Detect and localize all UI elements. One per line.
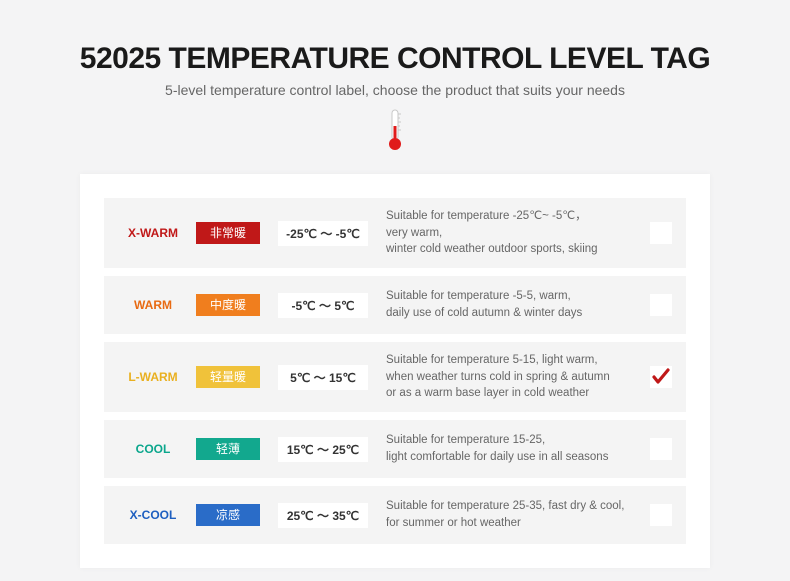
level-description: Suitable for temperature 15-25, light co… xyxy=(386,432,640,465)
level-description: Suitable for temperature 5-15, light war… xyxy=(386,352,640,402)
temp-range: 5℃ ～ 15℃ xyxy=(278,365,368,390)
level-badge: 非常暖 xyxy=(196,222,260,244)
level-row: X-COOL 凉感 25℃ ～ 35℃ Suitable for tempera… xyxy=(104,486,686,544)
level-checkbox xyxy=(650,366,672,388)
level-description: Suitable for temperature -5-5, warm, dai… xyxy=(386,288,640,321)
level-checkbox xyxy=(650,438,672,460)
level-checkbox xyxy=(650,504,672,526)
level-row: COOL 轻薄 15℃ ～ 25℃ Suitable for temperatu… xyxy=(104,420,686,478)
level-name: COOL xyxy=(118,442,188,456)
levels-table: X-WARM 非常暖 -25℃ ～ -5℃ Suitable for tempe… xyxy=(80,174,710,568)
temp-range: 15℃ ～ 25℃ xyxy=(278,437,368,462)
level-row: L-WARM 轻量暖 5℃ ～ 15℃ Suitable for tempera… xyxy=(104,342,686,412)
level-name: X-COOL xyxy=(118,508,188,522)
level-checkbox xyxy=(650,222,672,244)
level-row: WARM 中度暖 -5℃ ～ 5℃ Suitable for temperatu… xyxy=(104,276,686,334)
checkmark-icon xyxy=(651,367,671,387)
level-badge: 中度暖 xyxy=(196,294,260,316)
page-subtitle: 5-level temperature control label, choos… xyxy=(0,82,790,98)
level-badge: 轻薄 xyxy=(196,438,260,460)
level-name: X-WARM xyxy=(118,226,188,240)
temp-range: 25℃ ～ 35℃ xyxy=(278,503,368,528)
level-name: WARM xyxy=(118,298,188,312)
thermometer-icon xyxy=(385,108,405,152)
level-checkbox xyxy=(650,294,672,316)
level-description: Suitable for temperature 25-35, fast dry… xyxy=(386,498,640,531)
level-row: X-WARM 非常暖 -25℃ ～ -5℃ Suitable for tempe… xyxy=(104,198,686,268)
level-name: L-WARM xyxy=(118,370,188,384)
temp-range: -5℃ ～ 5℃ xyxy=(278,293,368,318)
temp-range: -25℃ ～ -5℃ xyxy=(278,221,368,246)
level-description: Suitable for temperature -25℃~ -5℃， very… xyxy=(386,208,640,258)
page-title: 52025 TEMPERATURE CONTROL LEVEL TAG xyxy=(0,42,790,76)
header: 52025 TEMPERATURE CONTROL LEVEL TAG 5-le… xyxy=(0,0,790,152)
level-badge: 凉感 xyxy=(196,504,260,526)
level-badge: 轻量暖 xyxy=(196,366,260,388)
